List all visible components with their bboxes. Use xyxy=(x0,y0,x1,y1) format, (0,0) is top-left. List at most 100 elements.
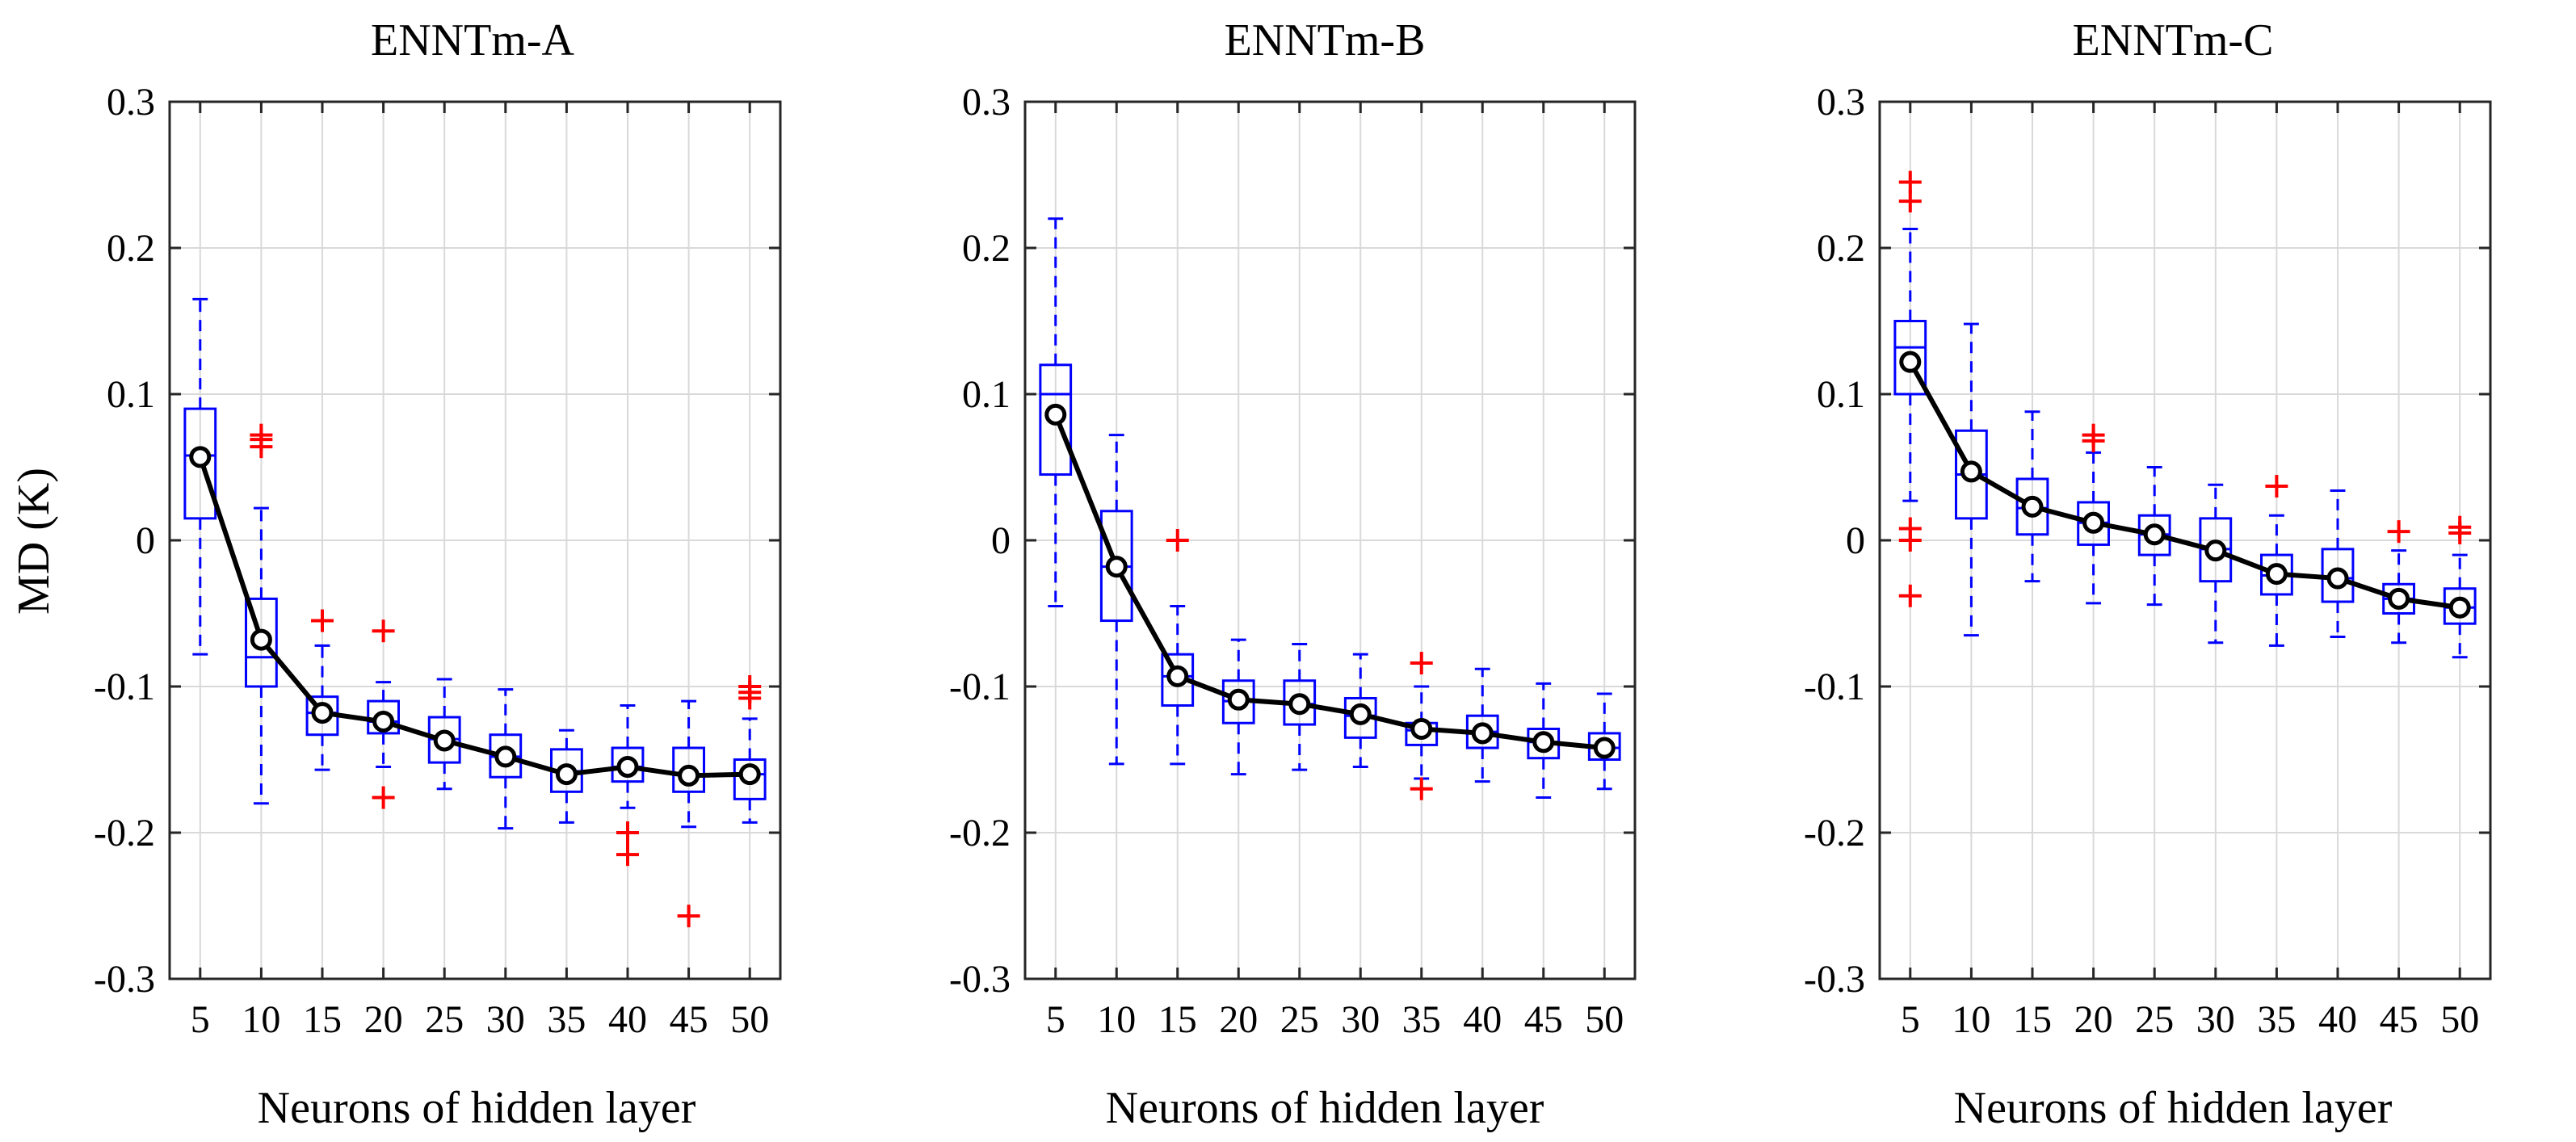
ytick-label: 0.3 xyxy=(107,81,155,124)
mean-marker xyxy=(616,756,639,779)
ytick-label: 0 xyxy=(991,519,1011,562)
outlier-marker xyxy=(372,619,395,643)
mean-marker xyxy=(2265,563,2288,586)
box-10 xyxy=(245,423,278,805)
outlier-marker xyxy=(1898,529,1922,552)
ytick-label: 0.1 xyxy=(1817,373,1865,416)
y-axis-label: MD (K) xyxy=(9,468,59,615)
ytick-label: 0.3 xyxy=(1817,81,1865,124)
outlier-marker xyxy=(677,905,700,928)
mean-marker xyxy=(1349,703,1372,725)
xtick-label: 40 xyxy=(1463,998,1502,1041)
xtick-label: 15 xyxy=(2013,998,2052,1041)
mean-marker xyxy=(2204,540,2227,562)
xtick-label: 50 xyxy=(1585,998,1624,1041)
mean-marker xyxy=(2326,567,2349,590)
mean-marker xyxy=(494,745,517,768)
box-iqr xyxy=(611,746,645,783)
ytick-label: -0.1 xyxy=(949,665,1011,708)
xtick-label: 30 xyxy=(1341,998,1380,1041)
mean-marker xyxy=(2448,596,2471,619)
ytick-label: -0.3 xyxy=(1804,958,1865,1001)
ytick-label: -0.1 xyxy=(1804,665,1865,708)
panel-title: ENNTm-A xyxy=(371,15,575,65)
mean-marker xyxy=(1532,731,1555,754)
outlier-marker xyxy=(1410,777,1433,800)
mean-marker xyxy=(433,729,456,752)
outlier-marker xyxy=(1410,652,1433,675)
box-5 xyxy=(1039,217,1073,607)
xtick-label: 20 xyxy=(2074,998,2113,1041)
outlier-marker xyxy=(250,423,273,447)
mean-marker xyxy=(250,628,272,651)
outlier-marker xyxy=(2387,520,2410,544)
xtick-label: 35 xyxy=(547,998,586,1041)
panel-title: ENNTm-B xyxy=(1225,15,1426,65)
ytick-label: 0.2 xyxy=(1817,227,1865,270)
box-iqr xyxy=(733,758,767,800)
xtick-label: 20 xyxy=(1219,998,1258,1041)
mean-marker xyxy=(189,446,212,468)
ytick-label: -0.3 xyxy=(949,958,1011,1001)
xtick-label: 10 xyxy=(1097,998,1136,1041)
xtick-label: 40 xyxy=(2318,998,2357,1041)
outlier-marker xyxy=(2082,429,2105,452)
mean-line xyxy=(1053,414,1605,751)
ytick-label: 0 xyxy=(136,519,155,562)
mean-line xyxy=(197,456,750,779)
xtick-label: 5 xyxy=(1046,998,1065,1041)
ytick-label: -0.2 xyxy=(94,812,155,854)
ytick-label: -0.2 xyxy=(1804,812,1865,854)
panel-enntm-b: ENNTm-B -0.3 -0.2 -0.1 0 0.1 0.2 0.3 5 10 15 20 25 3… xyxy=(949,15,1637,1133)
x-axis-label: Neurons of hidden layer xyxy=(1954,1083,2393,1133)
xtick-label: 15 xyxy=(303,998,342,1041)
xtick-label: 20 xyxy=(364,998,403,1041)
mean-marker xyxy=(1227,688,1250,711)
outlier-marker xyxy=(1898,584,1922,607)
outlier-marker xyxy=(616,843,639,867)
panel-enntm-c: ENNTm-C -0.3 -0.2 -0.1 0 0.1 0.2 0.3 5 10 15 20 25 3… xyxy=(1804,15,2492,1133)
xtick-label: 30 xyxy=(486,998,525,1041)
box-45 xyxy=(2382,520,2415,644)
xtick-label: 35 xyxy=(1402,998,1441,1041)
ytick-label: 0.3 xyxy=(962,81,1011,124)
mean-marker xyxy=(311,702,334,724)
mean-marker xyxy=(678,764,700,787)
ytick-label: 0 xyxy=(1846,519,1865,562)
xtick-label: 45 xyxy=(2380,998,2418,1041)
mean-marker xyxy=(1105,556,1128,578)
mean-marker xyxy=(1593,737,1616,759)
x-axis-label: Neurons of hidden layer xyxy=(1106,1083,1544,1133)
xtick-label: 40 xyxy=(608,998,647,1041)
xtick-label: 10 xyxy=(242,998,280,1041)
ytick-label: -0.1 xyxy=(94,665,155,708)
mean-marker xyxy=(1044,403,1067,426)
outlier-marker xyxy=(2448,521,2472,544)
mean-marker xyxy=(2021,495,2044,518)
xtick-label: 30 xyxy=(2196,998,2235,1041)
mean-marker xyxy=(2143,523,2166,546)
box-5 xyxy=(1893,170,1927,607)
box-iqr xyxy=(2015,477,2049,536)
mean-marker xyxy=(1960,460,1982,483)
mean-marker xyxy=(2082,511,2105,534)
outlier-marker xyxy=(1898,170,1922,194)
ytick-label: 0.1 xyxy=(107,373,155,416)
ytick-label: 0.2 xyxy=(962,227,1011,270)
xtick-label: 5 xyxy=(191,998,210,1041)
mean-marker xyxy=(372,710,395,733)
xtick-label: 10 xyxy=(1952,998,1990,1041)
box-iqr xyxy=(1893,320,1927,396)
xtick-label: 45 xyxy=(1524,998,1563,1041)
xtick-label: 35 xyxy=(2257,998,2296,1041)
box-iqr xyxy=(245,597,278,688)
mean-marker xyxy=(738,763,761,786)
box-iqr xyxy=(183,407,217,520)
outlier-marker xyxy=(616,821,639,844)
x-axis-label: Neurons of hidden layer xyxy=(258,1083,696,1133)
xtick-label: 25 xyxy=(2135,998,2174,1041)
panel-title: ENNTm-C xyxy=(2073,15,2274,65)
mean-marker xyxy=(555,763,578,786)
mean-marker xyxy=(2388,587,2410,610)
